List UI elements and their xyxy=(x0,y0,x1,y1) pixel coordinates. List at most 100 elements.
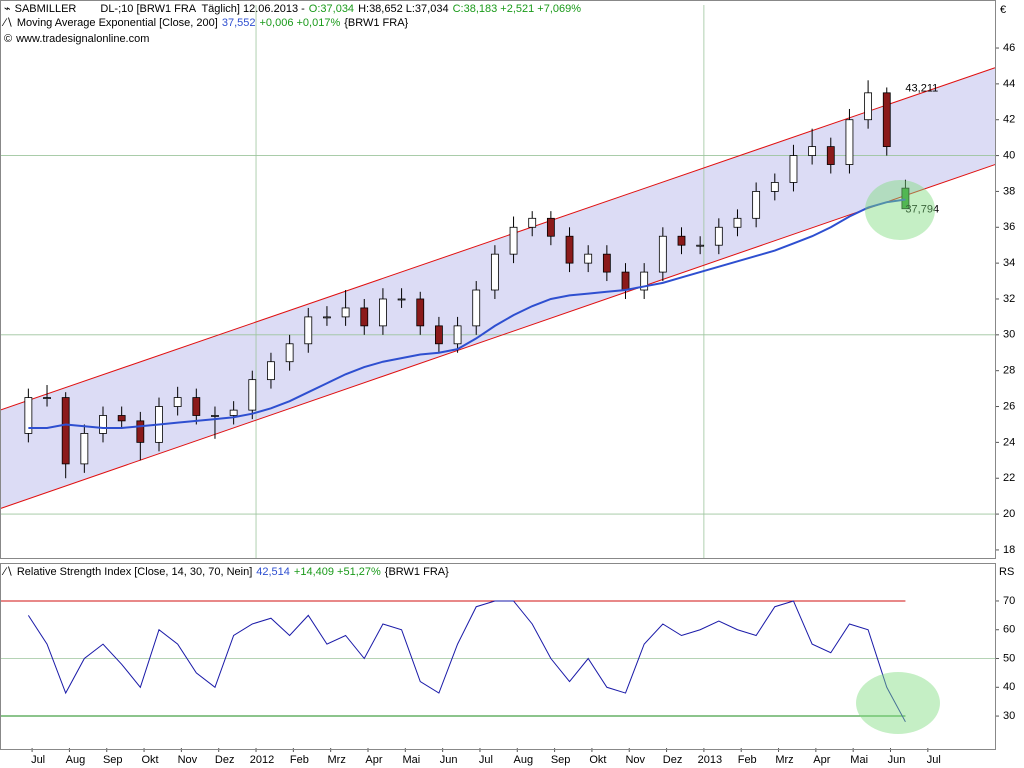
symbol: SABMILLER xyxy=(14,3,77,15)
y-tick-label: 24 xyxy=(1003,436,1015,448)
rsi-panel-border xyxy=(0,563,996,750)
rsi-field: +14,409 +51,27% xyxy=(293,566,381,578)
indicator-field: {BRW1 FRA} xyxy=(344,17,409,29)
candle-body xyxy=(304,316,313,345)
candle-body xyxy=(677,235,686,246)
candle-body xyxy=(323,316,331,319)
y-tick-label: 28 xyxy=(1003,365,1015,377)
channel-line xyxy=(0,67,996,411)
x-tick-label: Aug xyxy=(513,754,533,766)
header-line-3: © www.tradesignalonline.com xyxy=(4,33,150,45)
currency-label: € xyxy=(1000,4,1006,16)
candle-body xyxy=(733,217,742,228)
candle-body xyxy=(658,235,667,273)
candle-body xyxy=(528,217,537,228)
x-tick-label: Apr xyxy=(365,754,382,766)
x-tick-label: Okt xyxy=(589,754,606,766)
candle-body xyxy=(752,191,761,219)
x-tick-label: Nov xyxy=(625,754,645,766)
candle-body xyxy=(211,415,219,417)
candle-body xyxy=(453,325,462,345)
x-tick-label: Sep xyxy=(103,754,123,766)
x-tick-label: Okt xyxy=(141,754,158,766)
x-tick-label: Mai xyxy=(402,754,420,766)
candle-body xyxy=(808,146,817,156)
x-tick-label: Feb xyxy=(290,754,309,766)
candle-body xyxy=(136,420,145,443)
x-tick-label: Jul xyxy=(479,754,493,766)
candle-body xyxy=(24,397,33,434)
rsi-field: 42,514 xyxy=(256,566,290,578)
candle-body xyxy=(882,92,891,148)
candle-body xyxy=(789,155,798,183)
rsi-line xyxy=(27,600,906,723)
x-tick-label: Nov xyxy=(178,754,198,766)
x-tick-label: Jun xyxy=(440,754,458,766)
y-tick-label: 30 xyxy=(1003,329,1015,341)
y-tick-label: 46 xyxy=(1003,42,1015,54)
x-tick-label: Dez xyxy=(215,754,235,766)
header-field: H:38,652 L:37,034 xyxy=(358,3,449,15)
candle-body xyxy=(565,235,574,264)
rsi-title: Relative Strength Index [Close, 14, 30, … xyxy=(16,566,253,578)
candle-body xyxy=(826,146,835,165)
x-tick-label: Jul xyxy=(927,754,941,766)
y-tick-label: 26 xyxy=(1003,400,1015,412)
header-field: C:38,183 +2,521 +7,069% xyxy=(452,3,582,15)
candle-body xyxy=(267,361,275,381)
channel-label: 37,794 xyxy=(905,203,939,215)
candle-body xyxy=(173,397,182,407)
header-line-1: ⌁ SABMILLER DL-;10 [BRW1 FRA Täglich] 12.0… xyxy=(4,3,582,15)
candle-body xyxy=(602,253,611,273)
candle-body xyxy=(901,187,910,210)
y-tick-label: 40 xyxy=(1003,681,1015,693)
indicator-field: Moving Average Exponential [Close, 200] xyxy=(16,17,218,29)
candle-body xyxy=(43,397,51,399)
y-tick-label: 36 xyxy=(1003,221,1015,233)
candle-body xyxy=(621,271,630,291)
candle-body xyxy=(285,343,294,363)
candle-body xyxy=(770,182,779,192)
candle-body xyxy=(640,271,649,291)
x-tick-label: Jul xyxy=(31,754,45,766)
candle-body xyxy=(379,298,387,327)
x-tick-label: Apr xyxy=(813,754,830,766)
y-tick-label: 38 xyxy=(1003,185,1015,197)
candle-body xyxy=(696,244,705,247)
candle-body xyxy=(397,298,406,301)
y-tick-label: 70 xyxy=(1003,595,1015,607)
candle-body xyxy=(192,397,201,416)
x-tick-label: Aug xyxy=(66,754,86,766)
y-tick-label: 20 xyxy=(1003,508,1015,520)
candle-body xyxy=(472,289,481,327)
candle-body xyxy=(341,307,350,318)
candle-body xyxy=(714,226,723,246)
x-tick-label: Mrz xyxy=(775,754,793,766)
header-field: DL-;10 [BRW1 FRA Täglich] 12.06.2013 - xyxy=(100,3,305,15)
highlight-circle xyxy=(865,180,935,240)
y-tick-label: 40 xyxy=(1003,149,1015,161)
website: www.tradesignalonline.com xyxy=(16,33,150,45)
candle-body xyxy=(229,409,238,416)
x-tick-label: 2012 xyxy=(250,754,274,766)
header-field: O:37,034 xyxy=(308,3,355,15)
header-line-2: ∕∖ Moving Average Exponential [Close, 200… xyxy=(4,17,409,29)
y-tick-label: 22 xyxy=(1003,472,1015,484)
channel-line xyxy=(0,164,996,510)
channel-label: 43,211 xyxy=(905,82,938,94)
y-tick-label: 42 xyxy=(1003,114,1015,126)
candle-body xyxy=(435,325,443,345)
y-tick-label: 44 xyxy=(1003,78,1015,90)
candle-body xyxy=(99,415,107,434)
rsi-field: {BRW1 FRA} xyxy=(384,566,449,578)
candle-body xyxy=(584,253,593,264)
y-tick-label: 60 xyxy=(1003,624,1015,636)
rsi-header: ∕∖ Relative Strength Index [Close, 14, 30… xyxy=(4,566,449,578)
candle-body xyxy=(845,119,854,165)
y-tick-label: 50 xyxy=(1003,652,1015,664)
y-tick-label: 32 xyxy=(1003,293,1015,305)
ema-line xyxy=(28,198,906,430)
x-tick-label: 2013 xyxy=(698,754,722,766)
x-tick-label: Feb xyxy=(738,754,757,766)
